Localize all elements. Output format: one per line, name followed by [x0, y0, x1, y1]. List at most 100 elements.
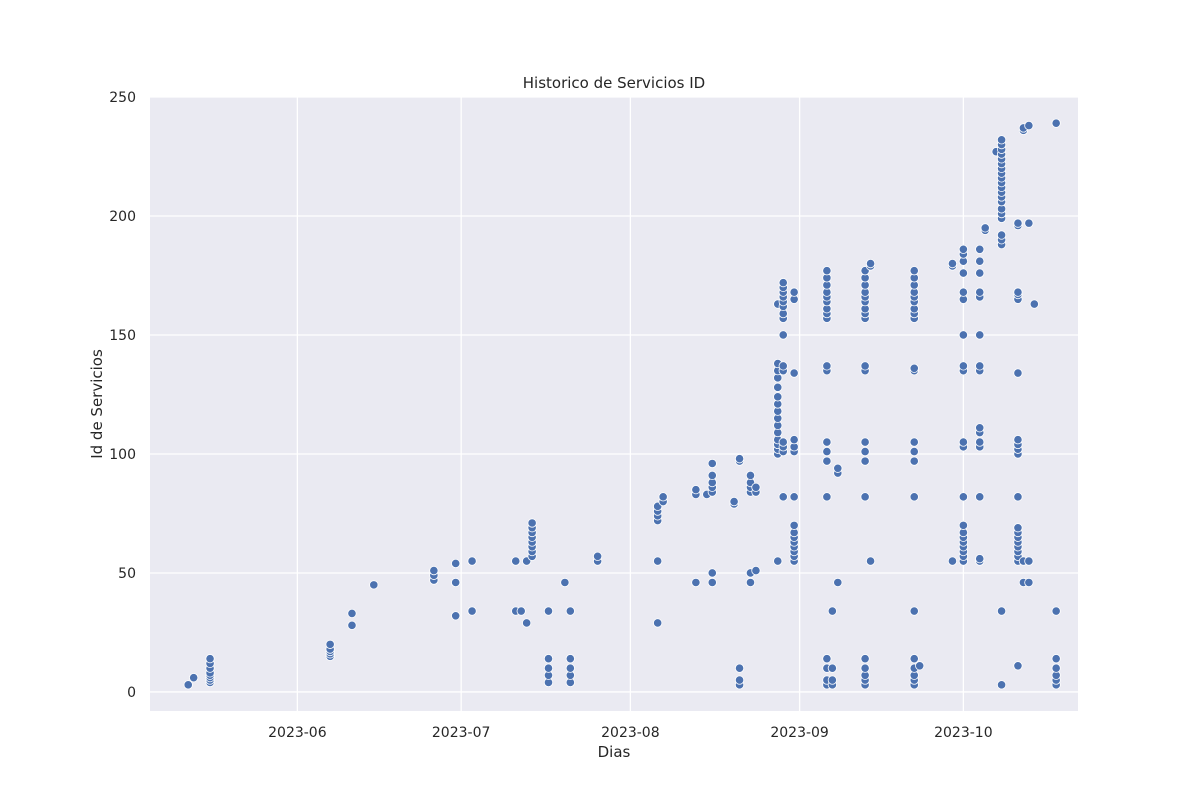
data-point [565, 606, 575, 616]
x-tick-labels: 2023-06 2023-07 2023-08 2023-09 2023-10 [268, 725, 992, 741]
data-point [789, 368, 799, 378]
y-tick-labels: 0 50 100 150 200 250 [109, 90, 136, 701]
data-point [833, 463, 843, 473]
data-point [915, 661, 925, 671]
x-tick-label: 2023-07 [432, 725, 491, 741]
data-point [778, 361, 788, 371]
data-point [543, 663, 554, 673]
data-point [1051, 606, 1061, 616]
data-point [778, 437, 788, 447]
data-point [1013, 492, 1023, 502]
data-point [827, 663, 837, 673]
data-point [975, 268, 985, 278]
data-point [975, 244, 985, 254]
data-point [511, 556, 521, 566]
data-point [1013, 661, 1023, 671]
data-point [751, 565, 761, 576]
data-point [909, 266, 919, 276]
x-tick-label: 2023-09 [770, 725, 829, 741]
data-point [958, 268, 968, 278]
data-point [734, 675, 745, 685]
data-point [734, 454, 745, 464]
data-point [451, 577, 461, 588]
data-point [958, 437, 968, 447]
data-point [947, 258, 958, 269]
data-point [565, 654, 575, 664]
data-point [516, 606, 526, 616]
data-point [1051, 663, 1061, 673]
data-point [975, 437, 985, 447]
data-point [822, 437, 832, 447]
y-tick-label: 100 [109, 447, 136, 463]
data-point [909, 492, 919, 502]
data-point [773, 556, 783, 566]
data-point [975, 330, 985, 340]
data-point [958, 330, 968, 340]
data-point [909, 437, 919, 447]
data-point [347, 620, 357, 630]
data-point [975, 287, 985, 297]
data-point [1051, 118, 1061, 128]
data-point [860, 663, 870, 673]
x-axis-label: Dias [598, 743, 631, 761]
data-point [789, 492, 799, 502]
data-point [565, 663, 575, 673]
data-point [429, 565, 439, 576]
data-point [958, 244, 968, 254]
data-point [773, 392, 783, 402]
y-tick-label: 0 [127, 685, 136, 701]
data-point [751, 482, 761, 492]
data-point [958, 287, 968, 297]
data-point [958, 361, 968, 371]
data-point [909, 446, 919, 457]
data-point [745, 470, 756, 480]
data-point [975, 361, 985, 371]
data-point [909, 363, 919, 373]
plot-background [150, 97, 1078, 711]
data-point [467, 606, 477, 616]
data-point [707, 577, 717, 588]
data-point [183, 680, 193, 690]
data-point [1024, 556, 1034, 566]
data-point [996, 606, 1007, 616]
data-point [522, 618, 532, 628]
data-point [543, 654, 554, 664]
data-point [996, 135, 1007, 145]
y-tick-label: 50 [118, 566, 136, 582]
data-point [1013, 435, 1023, 445]
data-point [827, 675, 837, 685]
data-point [691, 577, 701, 588]
data-point [560, 577, 570, 588]
data-point [778, 492, 788, 502]
x-tick-label: 2023-10 [934, 725, 993, 741]
x-tick-label: 2023-06 [268, 725, 327, 741]
data-point [729, 496, 739, 507]
y-tick-label: 200 [109, 209, 136, 225]
data-point [996, 680, 1007, 690]
data-point [1013, 218, 1023, 228]
data-point [658, 492, 668, 502]
data-point [822, 654, 832, 664]
data-point [996, 230, 1007, 240]
data-point [347, 608, 357, 619]
data-point [707, 470, 717, 480]
data-point [865, 556, 876, 566]
data-point [1013, 368, 1023, 378]
data-point [860, 437, 870, 447]
data-point [773, 382, 783, 392]
data-point [1013, 287, 1023, 297]
data-point [1029, 299, 1039, 309]
data-point [543, 606, 554, 616]
data-point [860, 361, 870, 371]
chart-title: Historico de Servicios ID [523, 74, 705, 92]
data-point [860, 654, 870, 664]
data-point [822, 446, 832, 457]
data-point [189, 673, 199, 683]
data-point [1051, 654, 1061, 664]
data-point [653, 556, 663, 566]
gridlines [150, 96, 1078, 711]
data-point [860, 456, 870, 466]
data-point [947, 556, 958, 566]
data-point [822, 492, 832, 502]
